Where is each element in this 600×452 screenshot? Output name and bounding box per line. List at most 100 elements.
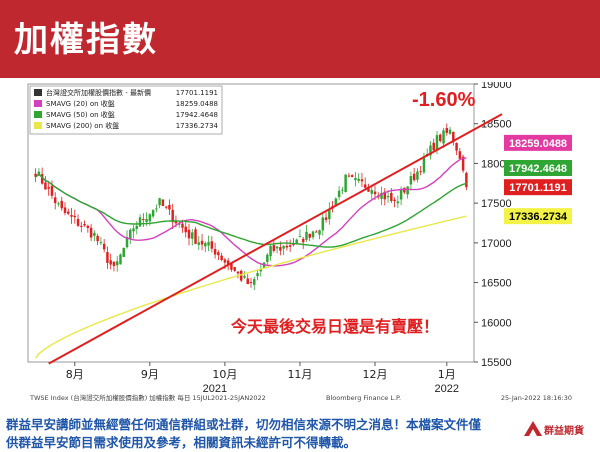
x-year-label: 2021 [203, 383, 227, 395]
candle-body [243, 276, 246, 278]
candle-body [347, 175, 351, 177]
x-year-label: 2022 [435, 383, 459, 395]
candle-body [249, 282, 253, 284]
price-label-box [504, 134, 572, 151]
x-month-label: 8月 [66, 368, 84, 381]
candle-body [57, 203, 60, 205]
candle-body [350, 175, 354, 177]
candle-body [448, 129, 452, 134]
candle-body [324, 217, 328, 220]
comment-annotation: 今天最後交易日還是有賣壓！ [230, 317, 439, 336]
price-label-text: 17701.1191 [509, 182, 567, 194]
price-label-box [504, 208, 572, 225]
candle-body [337, 190, 341, 198]
candle-body [275, 246, 279, 249]
candle-body [246, 278, 249, 285]
candle-body [321, 217, 325, 231]
disclaimer-line-2: 供群益早安節目需求使用及參考，相關資訊未經許可不得轉載。 [6, 435, 357, 450]
legend-value: 18259.0488 [176, 100, 218, 108]
candle-body [435, 135, 439, 150]
candle-body [191, 232, 194, 239]
candle-body [47, 187, 50, 189]
price-label-box [504, 159, 572, 176]
candle-body [50, 185, 54, 196]
candle-body [279, 247, 282, 251]
candle-body [217, 252, 220, 256]
candle-body [282, 245, 285, 249]
candle-body [138, 217, 142, 227]
candle-body [80, 225, 83, 227]
candle-body [129, 229, 132, 240]
legend-label: 台灣證交所加權股價指數 - 最新價 [46, 88, 151, 97]
candle-body [96, 235, 99, 242]
logo-icon [524, 421, 542, 436]
y-tick-label: 15500 [481, 357, 512, 369]
x-month-label: 12月 [363, 368, 388, 381]
trend-line [48, 113, 503, 365]
candle-body [442, 130, 445, 144]
candle-body [194, 229, 197, 244]
candle-body [461, 156, 465, 171]
candle-body [439, 134, 442, 142]
price-label-box [504, 179, 572, 196]
candle-body [99, 242, 103, 244]
candle-body [106, 252, 109, 263]
x-month-label: 10月 [212, 368, 237, 381]
candle-body [164, 206, 168, 208]
candle-body [53, 197, 57, 204]
sma20-line [35, 157, 467, 267]
legend-label: SMAVG (50) on 收盤 [46, 110, 115, 119]
candle-body [168, 204, 171, 210]
y-tick-label: 18500 [481, 119, 512, 131]
candle-body [386, 195, 390, 198]
candlestick-chart: 19000 18500 18000 17500 17000 16500 16000 15500… [27, 82, 572, 402]
candle-body [452, 131, 455, 143]
candle-body [171, 209, 174, 223]
candle-body [60, 200, 63, 209]
candle-body [142, 218, 145, 220]
y-tick-label: 17500 [481, 198, 512, 210]
candle-body [422, 156, 426, 173]
legend-value: 17701.1191 [176, 89, 218, 97]
candle-body [44, 182, 47, 190]
candle-body [125, 236, 129, 248]
candle-body [200, 240, 204, 245]
candle-body [83, 223, 86, 226]
x-month-label: 11月 [287, 368, 312, 381]
candle-body [328, 209, 331, 220]
candle-body [455, 142, 458, 151]
legend-swatch [34, 122, 42, 129]
candle-body [432, 142, 435, 151]
candle-body [210, 241, 214, 249]
candle-body [86, 225, 90, 228]
y-tick-label: 16000 [481, 317, 512, 329]
y-tick-label: 19000 [481, 82, 512, 91]
candle-body [233, 267, 236, 271]
candle-body [76, 219, 80, 226]
candle-body [341, 189, 344, 191]
candle-body [145, 218, 148, 223]
candle-body [67, 211, 70, 214]
candle-body [399, 189, 403, 200]
timestamp: 25-Jan-2022 18:16:30 [501, 394, 572, 402]
candle-body [298, 236, 302, 238]
candle-body [155, 208, 158, 210]
candle-body [112, 261, 116, 266]
candle-body [158, 198, 161, 206]
candle-body [197, 242, 201, 245]
candle-body [360, 179, 364, 182]
candle-body [63, 207, 67, 213]
legend-swatch [34, 89, 42, 96]
candle-body [161, 199, 165, 207]
logo-text: 群益期貨 [544, 426, 584, 437]
candle-body [370, 190, 373, 194]
candle-body [132, 228, 135, 232]
candle-body [204, 243, 207, 247]
legend-label: SMAVG (20) on 收盤 [46, 99, 115, 108]
price-label-text: 17942.4648 [509, 163, 567, 175]
candle-body [174, 220, 178, 224]
source-right: Bloomberg Finance L.P. [326, 394, 401, 402]
candle-body [380, 192, 383, 199]
sma200-line [35, 215, 467, 359]
x-month-label: 9月 [141, 368, 159, 381]
